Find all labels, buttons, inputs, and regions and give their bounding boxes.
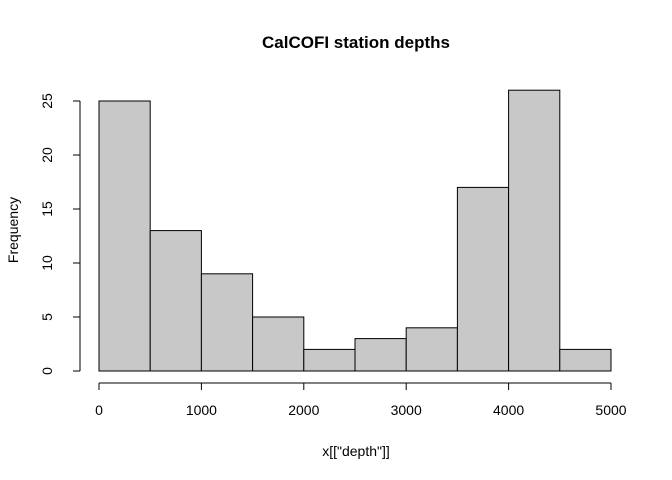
y-axis-label: Frequency: [5, 197, 21, 263]
y-axis: 0 5 10 15 20 25: [39, 93, 81, 375]
x-tick-label: 5000: [595, 402, 626, 418]
histogram-bar-8: [508, 89, 561, 372]
histogram-bar-7: [456, 186, 510, 372]
histogram-bar-2: [200, 273, 254, 372]
x-tick-label: 3000: [391, 402, 422, 418]
y-tick-label: 10: [39, 255, 55, 271]
x-axis: 0 1000 2000 3000 4000 5000: [95, 382, 627, 418]
chart-title: CalCOFI station depths: [262, 33, 450, 52]
histogram-bar-1: [149, 230, 202, 372]
x-tick-label: 2000: [288, 402, 319, 418]
x-tick-label: 1000: [186, 402, 217, 418]
histogram-bar-4: [303, 348, 356, 372]
y-tick-label: 0: [39, 367, 55, 375]
histogram-bar-9: [559, 348, 612, 372]
x-tick-label: 4000: [493, 402, 524, 418]
histogram-bar-6: [405, 327, 458, 372]
y-tick-label: 5: [39, 313, 55, 321]
histogram-bar-5: [354, 338, 407, 372]
y-tick-label: 20: [39, 147, 55, 163]
histogram-bar-3: [252, 316, 305, 372]
histogram-bar-0: [98, 100, 151, 372]
y-tick-label: 25: [39, 93, 55, 109]
y-tick-label: 15: [39, 201, 55, 217]
x-tick-label: 0: [95, 402, 103, 418]
x-axis-label: x[["depth"]]: [322, 443, 390, 459]
histogram-bars: [98, 89, 612, 372]
